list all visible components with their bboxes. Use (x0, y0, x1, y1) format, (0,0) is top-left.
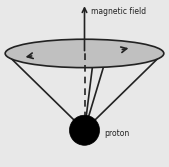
Ellipse shape (5, 39, 164, 68)
Text: magnetic field: magnetic field (91, 7, 146, 16)
Circle shape (69, 115, 100, 145)
Text: proton: proton (105, 129, 130, 138)
